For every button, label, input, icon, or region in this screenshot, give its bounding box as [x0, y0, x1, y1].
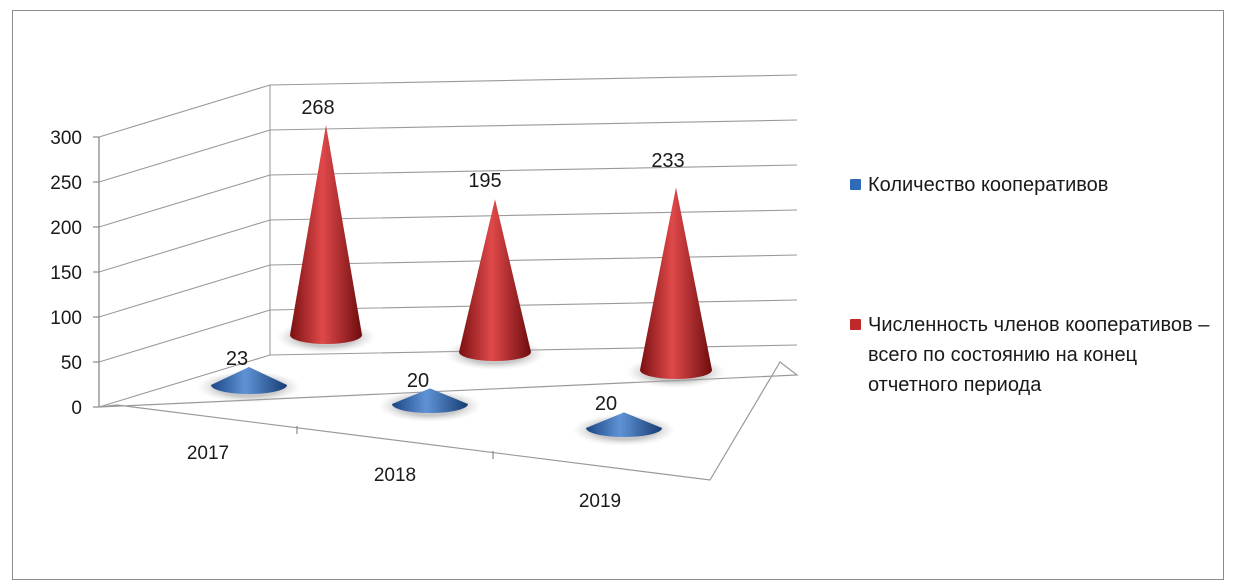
legend-item-cooperatives: Количество кооперативов — [850, 170, 1220, 200]
red-cone — [459, 199, 531, 361]
y-tick-label: 200 — [50, 218, 82, 239]
y-tick-label: 300 — [50, 128, 82, 149]
data-label: 268 — [301, 97, 334, 119]
data-label: 195 — [468, 170, 501, 192]
gridline — [98, 164, 798, 228]
data-label: 233 — [651, 150, 684, 172]
gridline — [98, 209, 798, 273]
y-tick-label: 100 — [50, 308, 82, 329]
y-tick-label: 250 — [50, 173, 82, 194]
gridline — [98, 119, 798, 183]
legend-label: Численность членов кооперативов – всего … — [868, 314, 1210, 396]
chart-frame — [12, 10, 1224, 580]
x-tick-label: 2018 — [374, 465, 416, 486]
legend-item-members: Численность членов кооперативов – всего … — [850, 310, 1220, 400]
legend-swatch-blue — [850, 179, 861, 190]
y-tick-label: 50 — [61, 353, 82, 374]
y-tick-label: 0 — [71, 398, 82, 419]
gridline — [98, 74, 798, 138]
data-label: 20 — [595, 393, 617, 415]
y-tick-label: 150 — [50, 263, 82, 284]
blue-cone — [392, 388, 468, 413]
x-tick-label: 2017 — [187, 443, 229, 464]
legend-swatch-red — [850, 319, 861, 330]
blue-cone — [586, 412, 662, 437]
x-tick-label: 2019 — [579, 491, 621, 512]
data-label: 23 — [226, 348, 248, 370]
red-cone — [290, 125, 362, 344]
data-label: 20 — [407, 370, 429, 392]
legend-label: Количество кооперативов — [868, 174, 1109, 196]
blue-cone — [211, 367, 287, 394]
red-cone — [640, 187, 712, 379]
